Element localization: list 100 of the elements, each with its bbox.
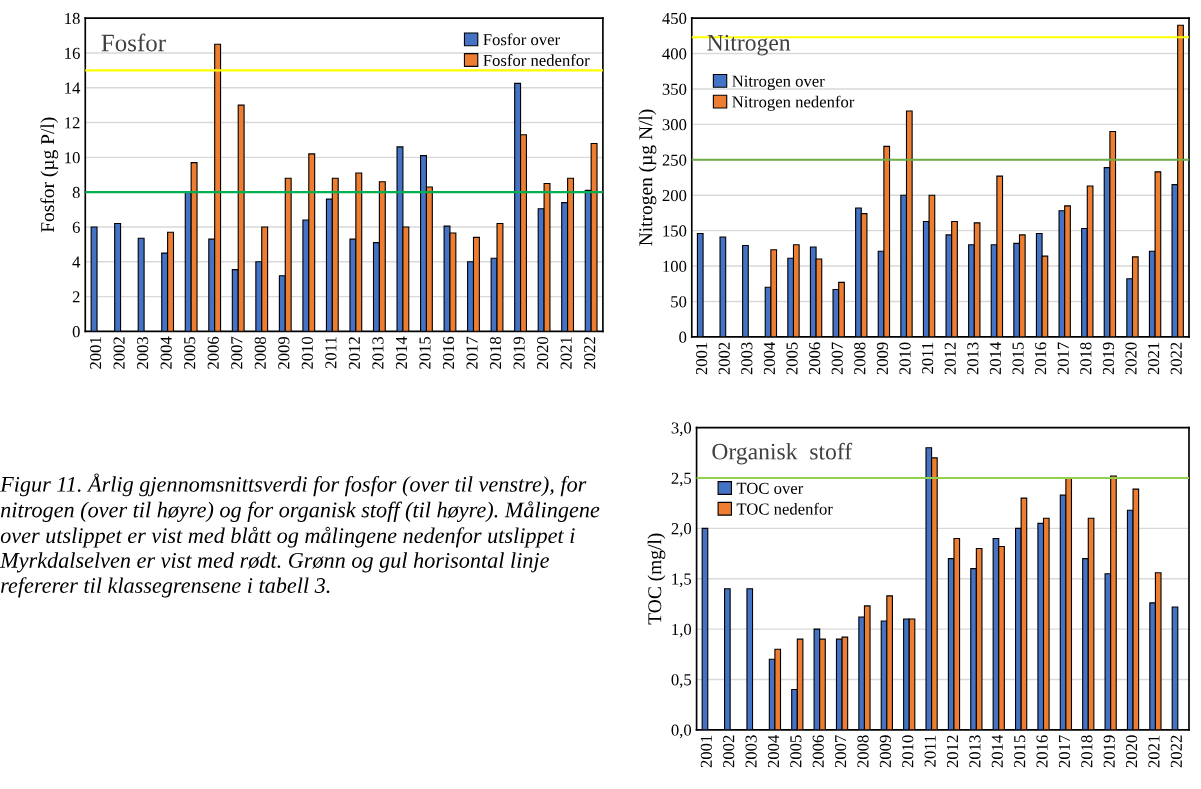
x-tick-label: 2009 <box>278 336 290 369</box>
x-tick-label: 2017 <box>1058 735 1071 768</box>
x-tick-label: 2010 <box>301 336 313 369</box>
x-tick-label: 2001 <box>700 735 712 768</box>
y-tick-label: 150 <box>663 225 687 237</box>
y-tick-label: 350 <box>662 83 687 95</box>
x-tick-label: 2013 <box>969 735 981 768</box>
x-tick-label: 2003 <box>137 336 149 369</box>
chart-title: Fosfor <box>101 33 166 52</box>
x-tick-label: 2021 <box>560 337 572 369</box>
y-tick-label: 2 <box>72 291 80 303</box>
legend-label: Fosfor nedenfor <box>483 54 590 66</box>
y-tick-label: 6 <box>72 221 80 233</box>
x-tick-label: 2011 <box>922 342 934 374</box>
x-tick-label: 2016 <box>1035 342 1047 375</box>
y-tick-label: 3,0 <box>671 422 692 436</box>
x-tick-label: 2017 <box>1057 342 1069 375</box>
x-tick-label: 2006 <box>207 336 219 369</box>
legend-label: TOC over <box>736 482 804 494</box>
y-tick-label: 0,0 <box>671 724 692 739</box>
x-tick-label: 2020 <box>537 336 549 369</box>
x-tick-label: 2010 <box>899 342 911 375</box>
x-tick-label: 2015 <box>1012 342 1024 375</box>
x-tick-label: 2013 <box>372 336 384 369</box>
y-tick-label: 450 <box>662 12 687 25</box>
y-tick-label: 400 <box>662 48 687 60</box>
x-tick-label: 2001 <box>696 342 708 375</box>
y-tick-label: 0 <box>679 331 687 343</box>
y-tick-label: 0 <box>72 326 80 338</box>
x-tick-label: 2019 <box>513 336 525 369</box>
legend-label: Nitrogen nedenfor <box>732 95 855 111</box>
x-tick-label: 2020 <box>1125 342 1137 375</box>
x-tick-label: 2001 <box>89 337 102 369</box>
y-tick-label: 50 <box>671 296 687 308</box>
text: Figur 11. Årlig gjennomsnittsverdi for fosfor (over til venstre), for nitrogen (over til høyre) og for organisk stoff (til høyre). Målingene over utslippet er vist med blått og målingene nedenfor utslippet i Myrkdalselven er vist med rødt. Grønn og gul horisontal linje refererer til klassegrensene i tabell 3. <box>0 473 600 598</box>
x-tick-label: 2003 <box>741 342 753 375</box>
x-tick-label: 2022 <box>1170 735 1182 768</box>
x-tick-label: 2012 <box>944 342 956 375</box>
y-tick-label: 200 <box>662 189 687 202</box>
y-tick-label: 1,0 <box>672 623 692 638</box>
x-tick-label: 2012 <box>348 337 361 369</box>
x-tick-label: 2007 <box>231 336 243 369</box>
x-tick-label: 2021 <box>1148 735 1160 768</box>
y-tick-label: 10 <box>65 152 80 164</box>
y-tick-label: 12 <box>65 117 80 129</box>
y-tick-label: 14 <box>65 82 81 94</box>
y-tick-label: 2,5 <box>671 472 692 487</box>
x-tick-label: 2018 <box>489 336 502 369</box>
x-tick-label: 2018 <box>1081 735 1093 768</box>
x-tick-label: 2004 <box>763 342 776 375</box>
legend-label: Fosfor over <box>483 33 560 46</box>
y-axis-title: Fosfor (µg P/l) <box>40 117 59 233</box>
x-tick-label: 2022 <box>1170 342 1182 375</box>
x-tick-label: 2003 <box>745 735 757 768</box>
x-tick-label: 2011 <box>325 337 337 369</box>
y-tick-label: 8 <box>72 186 80 199</box>
y-tick-label: 4 <box>72 256 81 268</box>
x-tick-label: 2008 <box>854 342 866 375</box>
y-tick-label: 300 <box>662 119 687 131</box>
legend-label: Nitrogen over <box>732 75 825 91</box>
x-tick-label: 2018 <box>1080 342 1092 375</box>
y-tick-label: 1,5 <box>672 573 692 588</box>
x-tick-label: 2005 <box>790 735 802 768</box>
x-tick-label: 2007 <box>831 342 843 375</box>
y-tick-label: 16 <box>65 47 80 59</box>
x-tick-label: 2009 <box>879 735 891 768</box>
y-tick-label: 100 <box>663 260 687 273</box>
y-axis-title: Nitrogen (µg N/l) <box>638 109 657 246</box>
x-tick-label: 2015 <box>419 336 431 369</box>
x-tick-label: 2004 <box>160 336 172 369</box>
x-tick-label: 2016 <box>442 336 455 369</box>
x-tick-label: 2013 <box>967 342 979 375</box>
bar <box>90 226 98 332</box>
y-axis-title: TOC (mg/l) <box>647 533 666 625</box>
x-tick-label: 2011 <box>924 735 936 767</box>
x-tick-label: 2010 <box>902 735 914 768</box>
x-tick-label: 2008 <box>254 336 266 369</box>
x-tick-label: 2021 <box>1148 342 1160 375</box>
x-tick-label: 2017 <box>466 336 478 369</box>
x-tick-label: 2014 <box>989 342 1002 375</box>
x-tick-label: 2002 <box>718 342 730 375</box>
x-tick-label: 2005 <box>786 342 798 375</box>
y-tick-label: 250 <box>662 154 687 166</box>
x-tick-label: 2005 <box>184 336 196 369</box>
x-tick-label: 2014 <box>395 336 408 369</box>
x-tick-label: 2019 <box>1103 735 1115 768</box>
bar <box>114 222 122 332</box>
text: Organisk stoff <box>712 442 853 465</box>
bar <box>137 237 145 332</box>
x-tick-label: 2006 <box>812 735 824 768</box>
x-tick-label: 2016 <box>1036 735 1048 768</box>
y-tick-label: 0,5 <box>671 674 692 688</box>
x-tick-label: 2004 <box>767 734 780 768</box>
x-tick-label: 2020 <box>1125 735 1138 768</box>
y-tick-label: 2,0 <box>671 523 692 537</box>
x-tick-label: 2009 <box>876 342 889 375</box>
x-tick-label: 2019 <box>1102 342 1115 375</box>
x-tick-label: 2006 <box>809 342 821 375</box>
y-tick-label: 18 <box>65 12 80 25</box>
x-tick-label: 2022 <box>584 337 596 369</box>
